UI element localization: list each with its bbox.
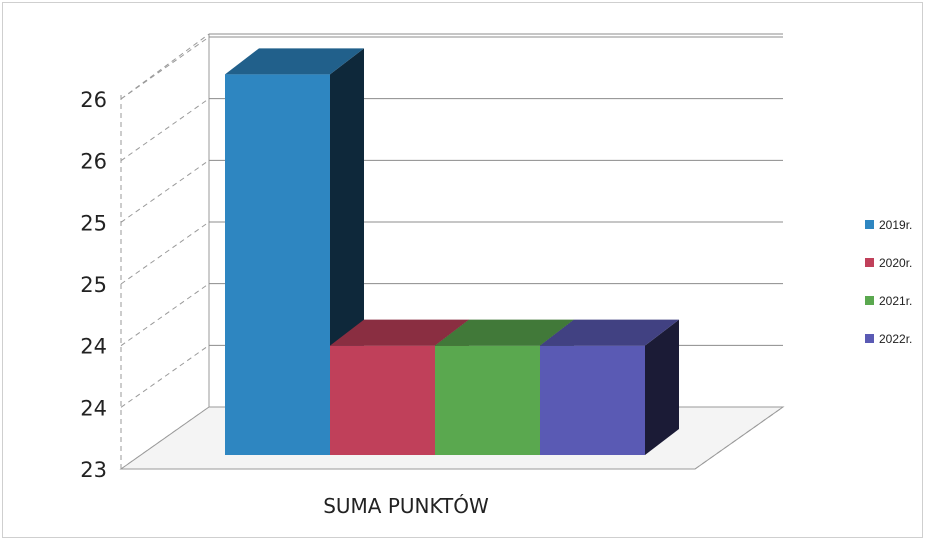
y-tick-label: 23: [80, 458, 107, 482]
bar-side-face: [645, 319, 679, 455]
bar-front-face: [330, 345, 435, 455]
bar-2022r.: [540, 319, 679, 455]
y-tick-label: 26: [80, 150, 107, 174]
legend-swatch: [865, 258, 874, 267]
bar-front-face: [540, 345, 645, 455]
gridline-depth: [120, 221, 210, 285]
legend-label: 2020r.: [879, 256, 912, 270]
chart-walls: [120, 34, 210, 469]
y-tick-label: 25: [80, 211, 107, 235]
legend-swatch: [865, 220, 874, 229]
legend-swatch: [865, 334, 874, 343]
legend-label: 2022r.: [879, 332, 912, 346]
gridline-depth: [120, 159, 210, 223]
category-label: SUMA PUNKTÓW: [323, 494, 489, 518]
chart: 23 24 24 25 25 26 26 SUMA PUNKTÓW 2019r. 2020r.…: [80, 33, 912, 518]
bar-front-face: [225, 74, 330, 455]
gridline-depth: [120, 98, 210, 162]
bar-top-face: [435, 319, 574, 346]
legend-item: 2022r.: [865, 332, 912, 346]
bar-top-face: [540, 319, 679, 346]
bar-front-face: [435, 345, 540, 455]
y-tick-label: 25: [80, 273, 107, 297]
bar-top-face: [225, 48, 364, 75]
legend-label: 2019r.: [879, 218, 912, 232]
bar-top-face: [330, 319, 469, 346]
legend-item: 2020r.: [865, 256, 912, 270]
legend: 2019r. 2020r. 2021r. 2022r.: [865, 218, 912, 346]
bars: [225, 48, 679, 455]
y-tick-label: 26: [80, 88, 107, 112]
y-tick-label: 24: [80, 335, 107, 359]
y-axis-ticks: 23 24 24 25 25 26 26: [80, 88, 107, 482]
legend-label: 2021r.: [879, 294, 912, 308]
y-tick-label: 24: [80, 396, 107, 420]
gridline-depth: [120, 344, 210, 408]
x-axis-categories: SUMA PUNKTÓW: [323, 494, 489, 518]
gridline-depth: [120, 36, 210, 100]
legend-swatch: [865, 296, 874, 305]
legend-item: 2021r.: [865, 294, 912, 308]
gridline-depth: [120, 283, 210, 347]
gridline-depth: [120, 33, 210, 100]
legend-item: 2019r.: [865, 218, 912, 232]
